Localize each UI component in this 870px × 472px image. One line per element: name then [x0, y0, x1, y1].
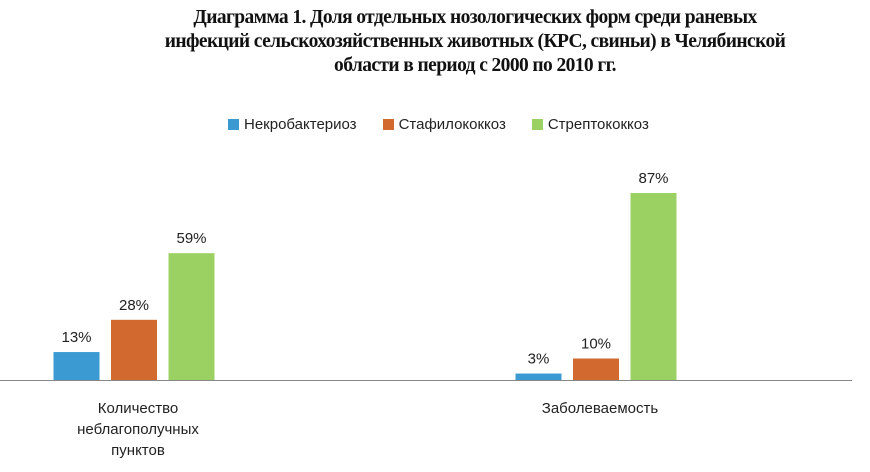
category-label: Заболеваемость [542, 400, 659, 417]
bar [573, 358, 619, 380]
legend: Некробактериоз Стафилококкоз Стрептококк… [228, 116, 649, 133]
chart-title-line: области в период с 2000 по 2010 гг. [334, 55, 616, 76]
category-label: неблагополучных [77, 421, 199, 438]
legend-item: Стафилококкоз [382, 116, 506, 133]
legend-swatch [382, 119, 394, 130]
chart-title: Диаграмма 1. Доля отдельных нозологическ… [95, 6, 855, 78]
bar [168, 253, 215, 380]
chart-title-line: Диаграмма 1. Доля отдельных нозологическ… [193, 7, 757, 28]
data-label: 87% [638, 170, 668, 187]
legend-item: Стрептококкоз [531, 116, 649, 133]
category-label: Количество [98, 400, 179, 417]
data-label: 28% [119, 297, 149, 314]
legend-swatch [228, 119, 239, 130]
legend-label: Стрептококкоз [547, 116, 649, 133]
data-label: 10% [581, 336, 611, 353]
bar [630, 193, 677, 380]
bar [515, 373, 562, 380]
data-label: 59% [176, 230, 206, 247]
data-label: 13% [61, 329, 91, 346]
category-label: пунктов [111, 442, 165, 459]
data-label: 3% [528, 351, 550, 368]
legend-label: Некробактериоз [244, 116, 357, 133]
bar [53, 352, 100, 380]
legend-label: Стафилококкоз [398, 116, 506, 133]
chart-title-line: инфекций сельскохозяйственных животных (… [164, 31, 786, 52]
legend-item: Некробактериоз [228, 116, 357, 133]
bar [111, 319, 157, 380]
legend-swatch [531, 119, 543, 130]
